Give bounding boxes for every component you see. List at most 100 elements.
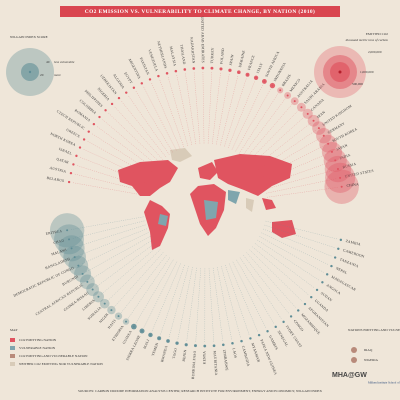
country-dot: [157, 75, 160, 78]
guide-line: [254, 243, 314, 288]
country-dot: [86, 280, 89, 283]
country-dot: [132, 325, 135, 328]
country-dot: [110, 309, 113, 312]
country-dot: [237, 71, 240, 74]
guide-line: [236, 259, 274, 324]
country-dot: [158, 337, 161, 340]
guide-line: [176, 74, 193, 146]
guide-line: [223, 78, 247, 148]
guide-line: [81, 232, 149, 265]
guide-line: [151, 263, 182, 332]
country-label: GREECE: [66, 128, 82, 139]
country-label: FRANCE: [247, 54, 256, 70]
guide-line: [75, 224, 146, 248]
country-label: QATAR: [56, 157, 70, 165]
guide-line: [78, 228, 148, 256]
country-dot: [286, 94, 289, 97]
country-dot: [231, 342, 234, 345]
country-label: THAILAND: [179, 44, 186, 65]
country-dot: [92, 123, 95, 126]
country-dot: [87, 130, 90, 133]
country-dot: [117, 97, 120, 100]
guide-line: [245, 104, 293, 160]
legend-label: CO2 EMITTING AND VULNERABLE NATION: [19, 354, 88, 358]
guide-line: [221, 265, 241, 338]
guide-line: [135, 259, 174, 324]
legend-label: NEITHER CO2 EMITTING NOR VULNERABLE NATI…: [19, 362, 103, 366]
country-dot: [185, 343, 188, 346]
country-dot: [141, 330, 144, 333]
legend-swatch: [10, 338, 15, 342]
country-dot: [222, 343, 225, 346]
guide-line: [224, 264, 250, 335]
country-dot: [339, 176, 342, 179]
country-dot: [290, 315, 293, 318]
country-label: MAURITANIA: [213, 351, 219, 376]
country-label: CHINA: [346, 182, 359, 188]
country-dot: [176, 342, 179, 345]
guide-line: [168, 265, 189, 338]
guide-line: [143, 261, 178, 328]
guide-line: [241, 98, 286, 157]
country-dot: [271, 84, 274, 87]
guide-line: [71, 216, 144, 230]
guide-line: [260, 145, 325, 179]
country-dot: [103, 302, 106, 305]
guide-line: [193, 72, 201, 145]
guide-line: [107, 249, 161, 302]
guide-line: [90, 239, 153, 280]
guide-line: [216, 266, 232, 340]
guide-line: [207, 72, 212, 145]
country-dot: [77, 264, 80, 267]
legend-label: 1,000,000: [360, 70, 374, 75]
country-dot: [263, 80, 266, 83]
country-label: MYANMAR: [250, 342, 260, 363]
guide-line: [249, 249, 303, 302]
country-dot: [246, 73, 249, 76]
country-label: ZIMBABWE: [222, 349, 229, 371]
country-label: GAMBIA: [268, 335, 279, 351]
country-dot: [148, 78, 151, 81]
guide-line: [266, 187, 338, 198]
guide-line: [135, 91, 174, 153]
guide-line: [114, 106, 164, 161]
country-dot: [340, 185, 343, 188]
country-label: GUINEA: [122, 330, 133, 345]
legend-label: 40: [46, 60, 50, 64]
guide-line: [186, 267, 197, 341]
country-label: ITALY: [256, 62, 264, 74]
country-dot: [111, 102, 114, 105]
guide-line: [212, 72, 221, 145]
guide-line: [259, 236, 324, 273]
country-label: NETHERLANDS: [156, 41, 168, 69]
guide-line: [258, 137, 321, 175]
country-label: TURKEY: [210, 47, 215, 63]
guide-line: [228, 263, 258, 332]
country-dot: [282, 320, 285, 323]
country-label: MALI: [143, 338, 151, 349]
guide-line: [239, 257, 282, 319]
guide-line: [92, 133, 153, 173]
guide-line: [261, 153, 329, 182]
guide-line: [128, 257, 171, 319]
country-dot: [322, 134, 325, 137]
country-dot: [213, 344, 216, 347]
country-dot: [81, 272, 84, 275]
guide-line: [220, 76, 239, 146]
guide-line: [121, 101, 167, 158]
country-label: CONGO: [293, 319, 305, 332]
country-label: TOGO: [172, 347, 178, 358]
country-dot: [79, 146, 82, 149]
country-dot: [330, 150, 333, 153]
guide-line: [97, 126, 156, 170]
guide-line: [113, 251, 164, 308]
country-label: INDIA: [339, 153, 351, 161]
country-label: YEMEN: [151, 342, 159, 357]
country-label: CAMBODIA: [241, 345, 250, 367]
country-dot: [293, 100, 296, 103]
legend-title: NATIONS EMITTING AND VULNERABLE: [348, 328, 400, 332]
country-dot: [306, 112, 309, 115]
guide-line: [256, 130, 316, 172]
legend-label: CO2 EMITTING NATION: [19, 338, 57, 342]
guide-line: [212, 267, 223, 341]
